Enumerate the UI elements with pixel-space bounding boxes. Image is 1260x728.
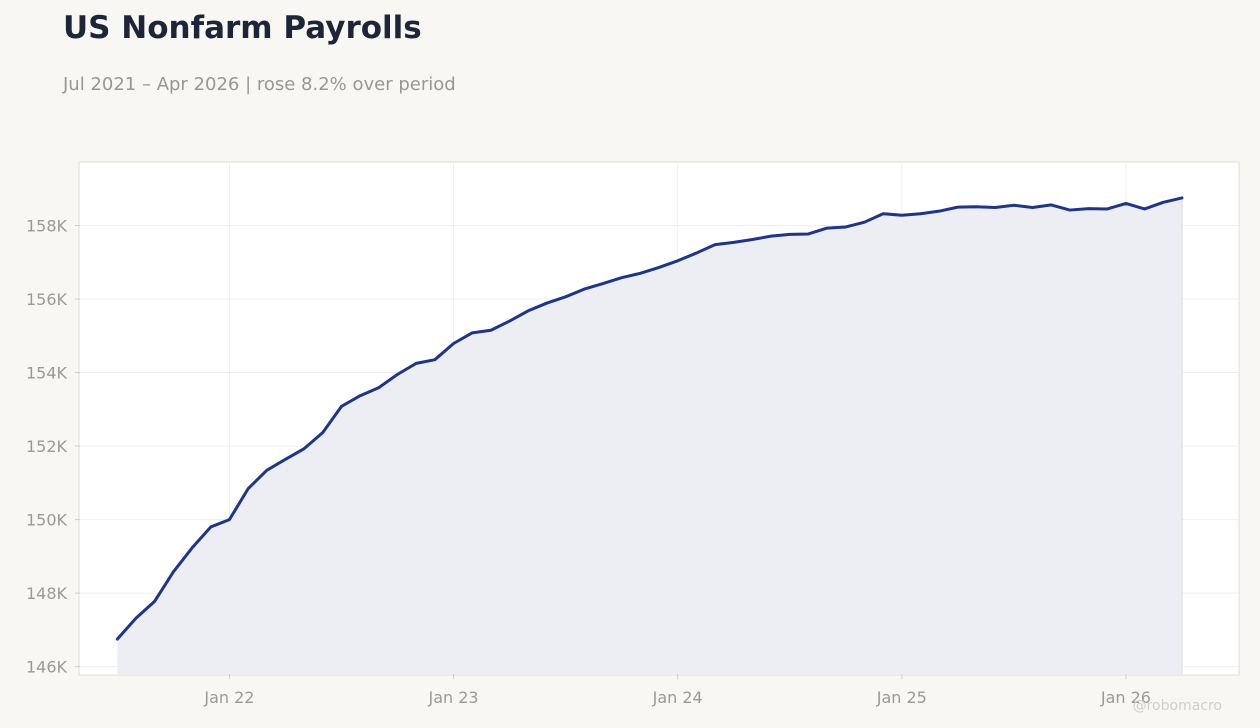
y-tick-label: 152K	[26, 437, 68, 456]
x-tick-label: Jan 25	[876, 688, 927, 707]
data-point	[1068, 209, 1071, 212]
data-point	[844, 225, 847, 228]
data-point	[209, 525, 212, 528]
data-point	[1124, 202, 1127, 205]
data-point	[788, 233, 791, 236]
series-area	[117, 197, 1182, 675]
data-point	[1106, 207, 1109, 210]
data-point	[975, 205, 978, 208]
data-point	[601, 282, 604, 285]
data-point	[377, 386, 380, 389]
data-point	[826, 227, 829, 230]
data-point	[303, 447, 306, 450]
area-layer	[117, 197, 1183, 675]
data-point	[882, 212, 885, 215]
data-point	[695, 252, 698, 255]
data-point	[807, 232, 810, 235]
data-point	[508, 320, 511, 323]
y-tick-label: 154K	[26, 364, 68, 383]
y-tick-label: 156K	[26, 290, 68, 309]
data-point	[714, 243, 717, 246]
line-layer	[115, 196, 1184, 641]
x-tick-label: Jan 23	[427, 688, 478, 707]
data-point	[116, 638, 119, 641]
data-point	[658, 266, 661, 269]
data-point	[956, 206, 959, 209]
data-point	[1050, 203, 1053, 206]
y-tick-label: 146K	[26, 658, 68, 677]
data-point	[770, 235, 773, 238]
data-point	[938, 210, 941, 213]
data-point	[135, 617, 138, 620]
data-point	[676, 259, 679, 262]
data-point	[1031, 206, 1034, 209]
data-point	[639, 272, 642, 275]
data-point	[265, 469, 268, 472]
data-point	[433, 358, 436, 361]
x-tick-label: Jan 26	[1100, 688, 1151, 707]
data-point	[527, 309, 530, 312]
x-tick-label: Jan 22	[203, 688, 254, 707]
data-point	[321, 431, 324, 434]
x-axis-ticks: Jan 22 Jan 23 Jan 24 Jan 25 Jan 26	[203, 674, 1151, 707]
data-point	[583, 288, 586, 291]
y-tick-label: 148K	[26, 584, 68, 603]
data-point	[900, 214, 903, 217]
data-point	[396, 373, 399, 376]
watermark-text: @robomacro	[1133, 698, 1222, 714]
data-point	[732, 241, 735, 244]
data-point	[191, 546, 194, 549]
data-point	[452, 342, 455, 345]
data-point	[751, 238, 754, 241]
chart-subtitle: Jul 2021 – Apr 2026 | rose 8.2% over per…	[63, 74, 456, 95]
data-point	[1180, 196, 1183, 199]
y-tick-label: 150K	[26, 511, 68, 530]
series-line	[115, 196, 1184, 641]
data-point	[620, 276, 623, 279]
data-point	[153, 600, 156, 603]
data-point	[359, 394, 362, 397]
data-point	[471, 331, 474, 334]
data-point	[228, 518, 231, 521]
data-point	[919, 212, 922, 215]
y-axis-ticks: 146K 148K 150K 152K 154K 156K 158K	[26, 216, 80, 677]
data-point	[545, 302, 548, 305]
data-point	[1162, 201, 1165, 204]
y-tick-label: 158K	[26, 216, 68, 235]
data-point	[1087, 207, 1090, 210]
data-point	[489, 329, 492, 332]
data-point	[340, 405, 343, 408]
data-point	[863, 221, 866, 224]
data-point	[247, 487, 250, 490]
data-point	[1143, 207, 1146, 210]
data-point	[284, 458, 287, 461]
data-point	[415, 362, 418, 365]
data-point	[1012, 204, 1015, 207]
data-point	[994, 206, 997, 209]
x-tick-label: Jan 24	[652, 688, 703, 707]
chart-title: US Nonfarm Payrolls	[63, 10, 422, 46]
data-point	[564, 295, 567, 298]
data-point	[172, 570, 175, 573]
